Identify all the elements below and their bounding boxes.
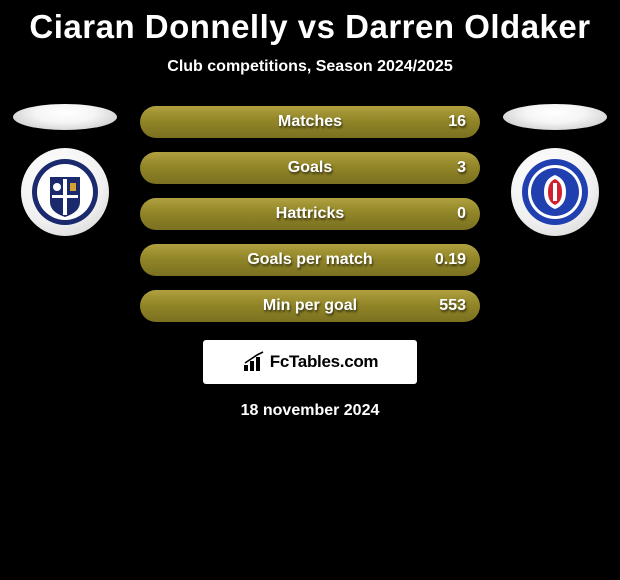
stat-label: Matches [278, 113, 342, 131]
barrow-crest-icon [30, 157, 100, 227]
stat-label: Min per goal [263, 297, 357, 315]
stat-bar-goals: Goals 3 [140, 152, 480, 184]
bar-chart-icon [242, 351, 266, 373]
brand-text: FcTables.com [270, 352, 379, 372]
stat-bar-goals-per-match: Goals per match 0.19 [140, 244, 480, 276]
player-oval-right [503, 104, 607, 130]
date-text: 18 november 2024 [0, 402, 620, 420]
player-oval-left [13, 104, 117, 130]
page-title: Ciaran Donnelly vs Darren Oldaker [0, 8, 620, 46]
stat-bar-hattricks: Hattricks 0 [140, 198, 480, 230]
comparison-card: Ciaran Donnelly vs Darren Oldaker Club c… [0, 0, 620, 420]
brand-box: FcTables.com [203, 340, 417, 384]
chesterfield-crest-icon [520, 157, 590, 227]
left-player-column [10, 104, 120, 236]
stat-label: Hattricks [276, 205, 344, 223]
stat-value: 553 [439, 297, 466, 315]
stat-bar-min-per-goal: Min per goal 553 [140, 290, 480, 322]
main-row: Matches 16 Goals 3 Hattricks 0 Goals per… [0, 104, 620, 322]
club-crest-right [511, 148, 599, 236]
right-player-column [500, 104, 610, 236]
stat-value: 16 [448, 113, 466, 131]
stat-value: 0.19 [435, 251, 466, 269]
stat-label: Goals per match [247, 251, 372, 269]
stat-bars: Matches 16 Goals 3 Hattricks 0 Goals per… [140, 106, 480, 322]
stat-value: 0 [457, 205, 466, 223]
subtitle: Club competitions, Season 2024/2025 [0, 58, 620, 76]
stat-value: 3 [457, 159, 466, 177]
stat-label: Goals [288, 159, 332, 177]
club-crest-left [21, 148, 109, 236]
stat-bar-matches: Matches 16 [140, 106, 480, 138]
